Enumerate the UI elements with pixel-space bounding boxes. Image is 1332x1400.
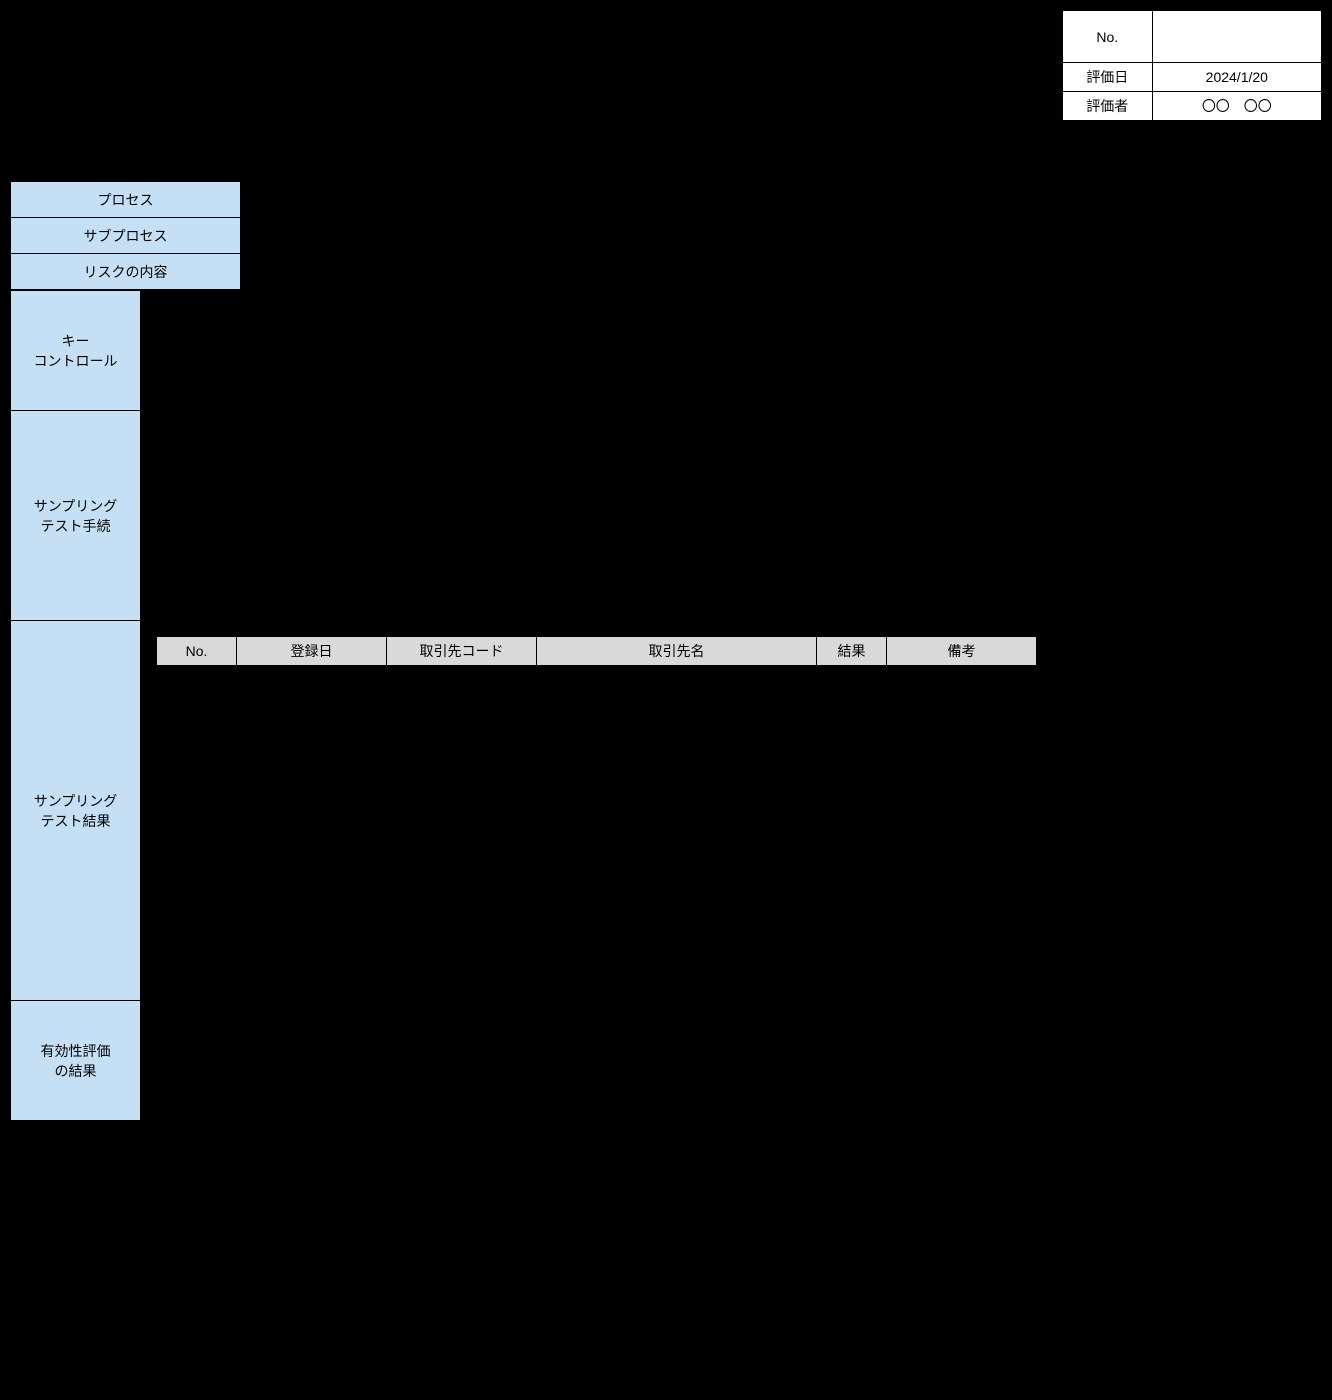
header-info-box: No. 評価日 2024/1/20 評価者 〇〇 〇〇 (1062, 10, 1322, 121)
content-sampling-result: No. 登録日 取引先コード 取引先名 結果 備考 (141, 621, 1323, 1001)
label-effectiveness-evaluation-line1: 有効性評価 (41, 1043, 111, 1059)
label-risk: リスクの内容 (11, 254, 241, 290)
label-process: プロセス (11, 182, 241, 218)
header-no-value (1152, 11, 1321, 63)
header-evaluator-label: 評価者 (1063, 92, 1153, 121)
label-sampling-result-line1: サンプリング (34, 793, 118, 809)
label-key-control: キー コントロール (11, 291, 141, 411)
label-sampling-result-line2: テスト結果 (41, 813, 111, 829)
label-subprocess: サブプロセス (11, 218, 241, 254)
label-effectiveness-evaluation-line2: の結果 (55, 1063, 97, 1079)
content-process (241, 182, 1322, 218)
content-risk (241, 254, 1322, 290)
label-key-control-line1: キー (62, 333, 90, 349)
label-effectiveness-evaluation: 有効性評価 の結果 (11, 1001, 141, 1121)
inner-col-date: 登録日 (237, 636, 387, 665)
content-effectiveness-evaluation (141, 1001, 1323, 1121)
inner-col-code: 取引先コード (387, 636, 537, 665)
content-sampling-procedure (141, 411, 1323, 621)
label-sampling-result: サンプリング テスト結果 (11, 621, 141, 1001)
header-date-value: 2024/1/20 (1152, 63, 1321, 92)
main-form-table-lower: キー コントロール サンプリング テスト手続 サンプリング テスト結果 No. … (10, 290, 1322, 1121)
header-no-label: No. (1063, 11, 1153, 63)
inner-col-note: 備考 (887, 636, 1037, 665)
label-sampling-procedure-line1: サンプリング (34, 498, 118, 514)
sampling-result-inner-table: No. 登録日 取引先コード 取引先名 結果 備考 (156, 636, 1037, 666)
label-sampling-procedure: サンプリング テスト手続 (11, 411, 141, 621)
inner-col-result: 結果 (817, 636, 887, 665)
header-date-label: 評価日 (1063, 63, 1153, 92)
header-evaluator-value: 〇〇 〇〇 (1152, 92, 1321, 121)
inner-col-name: 取引先名 (537, 636, 817, 665)
label-key-control-line2: コントロール (34, 353, 118, 369)
main-form-table: プロセス サブプロセス リスクの内容 (10, 181, 1322, 290)
label-sampling-procedure-line2: テスト手続 (41, 518, 111, 534)
content-subprocess (241, 218, 1322, 254)
content-key-control (141, 291, 1323, 411)
inner-col-no: No. (157, 636, 237, 665)
